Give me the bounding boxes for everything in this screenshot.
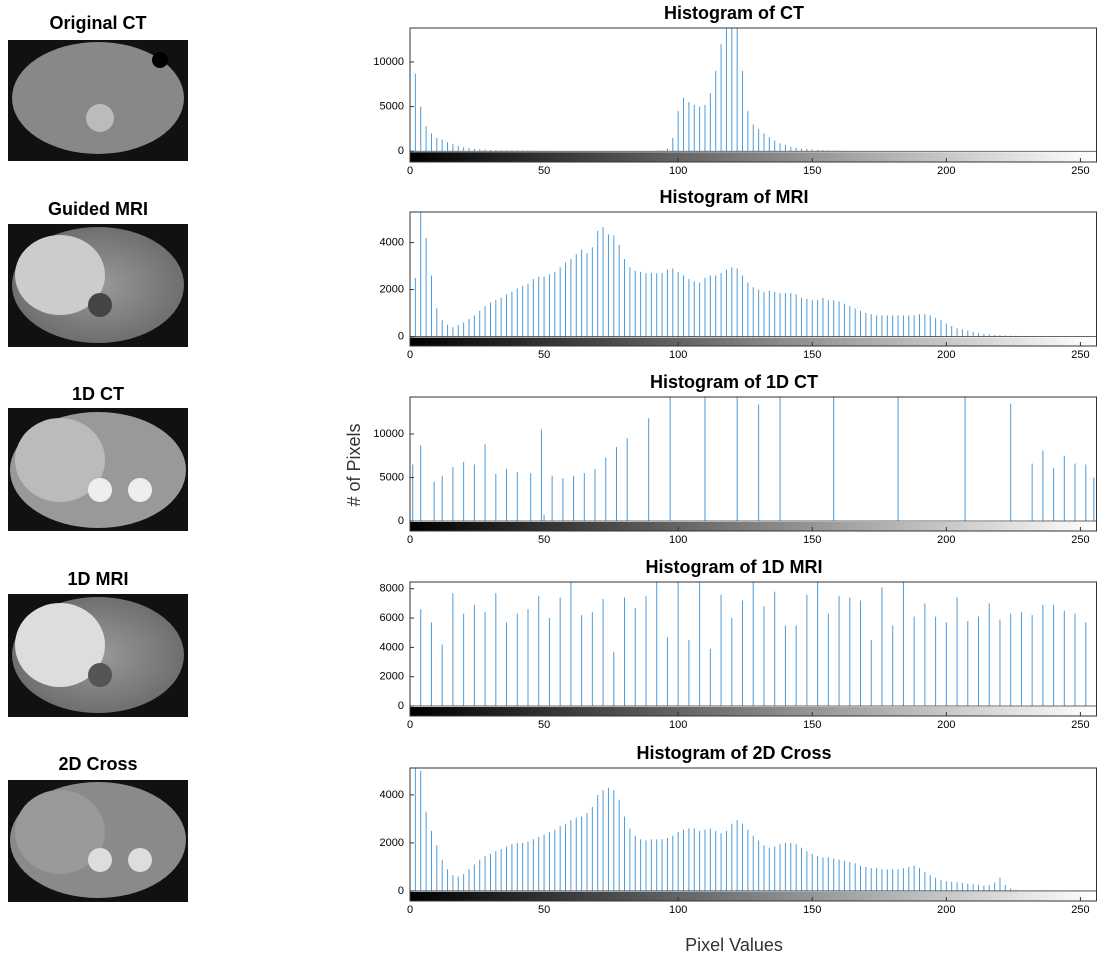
y-tick-label: 0 (398, 331, 404, 343)
scan (8, 224, 188, 347)
colorbar (410, 338, 1097, 346)
x-tick-label: 50 (538, 534, 550, 546)
x-tick-label: 150 (803, 349, 821, 361)
x-tick-label: 50 (538, 904, 550, 916)
x-tick-label: 200 (937, 349, 955, 361)
scan (8, 40, 188, 161)
colorbar (410, 707, 1097, 716)
x-tick-label: 250 (1071, 719, 1089, 731)
y-tick-label: 5000 (380, 101, 404, 113)
y-tick-label: 10000 (373, 56, 404, 68)
y-tick-label: 8000 (380, 583, 404, 595)
histogram: Histogram of MRI 0 2000 4000 0 50 100 150 200 250 (380, 187, 1097, 361)
bars (421, 581, 1086, 706)
bars (410, 17, 1091, 151)
histogram: Histogram of 2D Cross 0 2000 4000 0 50 100 150 2… (380, 743, 1097, 916)
x-tick-label: 150 (803, 165, 821, 177)
x-tick-label: 200 (937, 904, 955, 916)
image-label: 1D MRI (67, 569, 128, 589)
histogram: Histogram of 1D MRI 0 2000 4000 6000 8000 0 50 1… (380, 557, 1097, 731)
x-tick-label: 50 (538, 165, 550, 177)
x-tick-label: 0 (407, 165, 413, 177)
x-tick-label: 150 (803, 719, 821, 731)
plot-frame (410, 397, 1097, 531)
x-axis-label: Pixel Values (685, 935, 783, 955)
x-tick-label: 150 (803, 904, 821, 916)
figure: # of Pixels Pixel Values Original CT Guid… (0, 0, 1097, 962)
x-tick-label: 50 (538, 349, 550, 361)
histogram: Histogram of 1D CT 0 5000 10000 0 50 100 150 200… (373, 372, 1096, 546)
chart-title: Histogram of MRI (659, 187, 808, 207)
chart-title: Histogram of CT (664, 3, 804, 23)
x-tick-label: 0 (407, 349, 413, 361)
x-tick-label: 0 (407, 534, 413, 546)
x-tick-label: 100 (669, 904, 687, 916)
image-label: 2D Cross (58, 754, 137, 774)
x-tick-label: 0 (407, 904, 413, 916)
chart-title: Histogram of 1D CT (650, 372, 818, 392)
y-tick-label: 2000 (380, 283, 404, 295)
x-tick-label: 250 (1071, 534, 1089, 546)
x-tick-label: 0 (407, 719, 413, 731)
image-label: Guided MRI (48, 199, 148, 219)
y-tick-label: 0 (398, 700, 404, 712)
y-tick-label: 0 (398, 515, 404, 527)
x-tick-label: 150 (803, 534, 821, 546)
x-tick-label: 200 (937, 534, 955, 546)
x-tick-label: 250 (1071, 165, 1089, 177)
x-tick-label: 100 (669, 349, 687, 361)
bars (410, 766, 1091, 891)
y-tick-label: 2000 (380, 671, 404, 683)
colorbar (410, 892, 1097, 901)
x-tick-label: 200 (937, 165, 955, 177)
colorbar (410, 152, 1097, 162)
x-tick-label: 100 (669, 165, 687, 177)
bars (413, 390, 1094, 521)
histogram: Histogram of CT 0 5000 10000 0 50 100 150 200 250 (373, 3, 1096, 177)
x-tick-label: 250 (1071, 349, 1089, 361)
y-tick-label: 10000 (373, 428, 404, 440)
x-tick-label: 100 (669, 719, 687, 731)
y-tick-label: 4000 (380, 236, 404, 248)
image-label: 1D CT (72, 384, 124, 404)
bars (410, 207, 1091, 336)
y-tick-label: 0 (398, 145, 404, 157)
scan (8, 594, 188, 717)
x-tick-label: 200 (937, 719, 955, 731)
y-tick-label: 2000 (380, 837, 404, 849)
chart-title: Histogram of 1D MRI (645, 557, 822, 577)
y-tick-label: 6000 (380, 612, 404, 624)
colorbar (410, 522, 1097, 531)
y-tick-label: 0 (398, 885, 404, 897)
y-axis-label: # of Pixels (344, 423, 364, 506)
image-label: Original CT (49, 13, 146, 33)
y-tick-label: 4000 (380, 789, 404, 801)
x-tick-label: 100 (669, 534, 687, 546)
y-tick-label: 4000 (380, 641, 404, 653)
y-tick-label: 5000 (380, 471, 404, 483)
x-tick-label: 50 (538, 719, 550, 731)
scan (8, 408, 188, 531)
chart-title: Histogram of 2D Cross (636, 743, 831, 763)
scan (8, 780, 188, 902)
x-tick-label: 250 (1071, 904, 1089, 916)
